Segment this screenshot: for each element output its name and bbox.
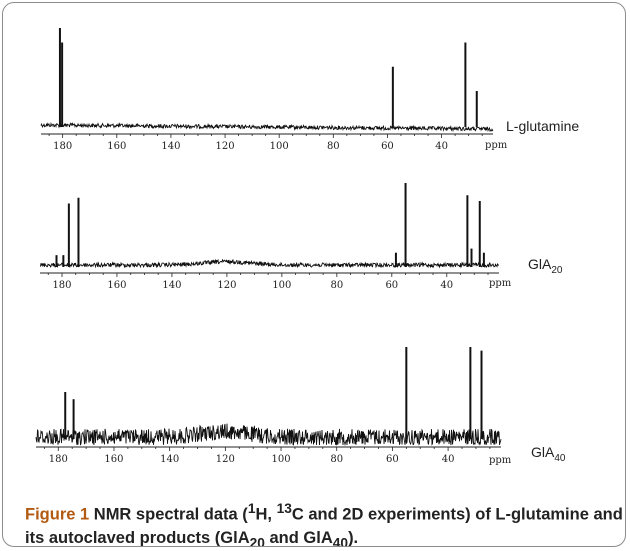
caption-sub: 40 <box>332 534 349 547</box>
x-tick-label: 180 <box>53 141 72 152</box>
x-tick-label: 160 <box>107 141 126 152</box>
figure-frame: 180 160 140 120 100 80 60 40 ppm L-glutamine 180 16… <box>2 2 626 547</box>
x-tick-label: 160 <box>107 280 126 291</box>
figure-caption: Figure 1 NMR spectral data (1H, 13C and … <box>25 497 623 547</box>
x-tick-label: 100 <box>272 280 291 291</box>
x-tick-label: 180 <box>49 454 68 465</box>
caption-sub: 20 <box>249 534 265 547</box>
spectrum-panel: 180 160 140 120 100 80 60 40 ppm GlA40 <box>35 347 566 466</box>
caption-part: NMR spectral data ( <box>89 505 248 524</box>
x-tick-label: 60 <box>386 454 399 465</box>
x-tick-label: 140 <box>161 141 180 152</box>
spectrum-trace <box>40 258 500 269</box>
caption-part: H, <box>255 505 277 524</box>
x-tick-label: 40 <box>440 280 453 291</box>
x-axis-unit-label: ppm <box>489 455 512 466</box>
x-tick-label: 80 <box>330 280 343 291</box>
sample-label: L-glutamine <box>506 118 579 134</box>
spectrum-panel: 180 160 140 120 100 80 60 40 ppm GlA20 <box>40 183 563 291</box>
x-tick-label: 160 <box>104 454 123 465</box>
x-tick-label: 80 <box>330 454 343 465</box>
x-tick-label: 40 <box>442 454 455 465</box>
x-tick-label: 120 <box>216 141 235 152</box>
figure-label: Figure 1 <box>25 505 90 524</box>
x-tick-label: 100 <box>271 454 290 465</box>
x-axis-unit-label: ppm <box>489 278 512 289</box>
caption-sup: 1 <box>247 501 256 516</box>
x-tick-label: 100 <box>270 141 289 152</box>
caption-part: ). <box>348 528 359 547</box>
sample-label: GlA40 <box>531 444 566 464</box>
caption-part: C and 2D experiments) of L-glutamine and… <box>25 505 623 547</box>
nmr-spectra-figure: 180 160 140 120 100 80 60 40 ppm L-glutamine 180 16… <box>35 28 579 466</box>
x-tick-label: 40 <box>435 141 448 152</box>
x-tick-label: 140 <box>162 280 181 291</box>
x-tick-label: 180 <box>52 280 71 291</box>
x-tick-label: 140 <box>160 454 179 465</box>
x-tick-label: 60 <box>381 141 394 152</box>
x-tick-label: 120 <box>216 454 235 465</box>
x-tick-label: 120 <box>217 280 236 291</box>
spectrum-trace <box>35 423 502 447</box>
x-axis-unit-label: ppm <box>485 140 508 151</box>
caption-sup: 13 <box>276 501 292 516</box>
spectrum-panel: 180 160 140 120 100 80 60 40 ppm L-glutamine <box>40 28 579 152</box>
x-tick-label: 60 <box>385 280 398 291</box>
caption-part: and GlA <box>264 528 333 547</box>
spectrum-trace <box>40 121 494 133</box>
x-tick-label: 80 <box>327 141 340 152</box>
sample-label: GlA20 <box>528 256 563 276</box>
